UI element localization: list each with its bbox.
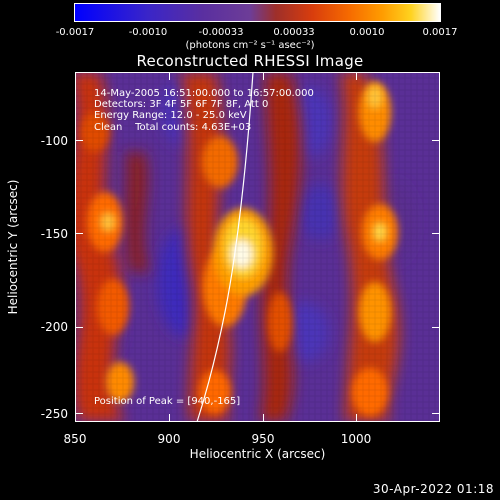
info-energy: Energy Range: 12.0 - 25.0 keV [94,110,247,121]
solar-image [75,72,440,422]
image-title: Reconstructed RHESSI Image [136,52,364,70]
colorbar-tick: 0.00033 [273,27,315,38]
plot-frame [75,72,440,422]
colorbar-tick: 0.0010 [349,27,385,38]
peak-position: Position of Peak = [940,-165] [94,396,241,407]
colorbar-units: (photons cm⁻² s⁻¹ asec⁻²) [185,40,315,51]
y-tick: -100 [40,134,68,148]
y-tick: -250 [40,407,68,421]
x-axis-label: Heliocentric X (arcsec) [189,447,326,461]
info-time: 14-May-2005 16:51:00.000 to 16:57:00.000 [94,88,314,99]
solar-image-canvas [75,72,440,422]
info-detectors: Detectors: 3F 4F 5F 6F 7F 8F, Att 0 [94,99,269,110]
colorbar-tick: -0.00033 [198,27,244,38]
y-tick: -200 [40,320,68,334]
solar-limb-line [196,72,254,422]
timestamp: 30-Apr-2022 01:18 [372,482,494,496]
colorbar-tick: 0.0017 [422,27,458,38]
colorbar-tick: -0.0017 [55,27,95,38]
x-tick: 900 [157,432,181,446]
y-axis-label: Heliocentric Y (arcsec) [6,179,20,315]
colorbar-tick: -0.0010 [128,27,168,38]
y-tick: -150 [40,227,68,241]
colorbar [74,3,441,22]
x-tick: 850 [63,432,87,446]
info-clean: Clean Total counts: 4.63E+03 [94,122,252,133]
x-tick: 950 [251,432,275,446]
x-tick: 1000 [340,432,372,446]
